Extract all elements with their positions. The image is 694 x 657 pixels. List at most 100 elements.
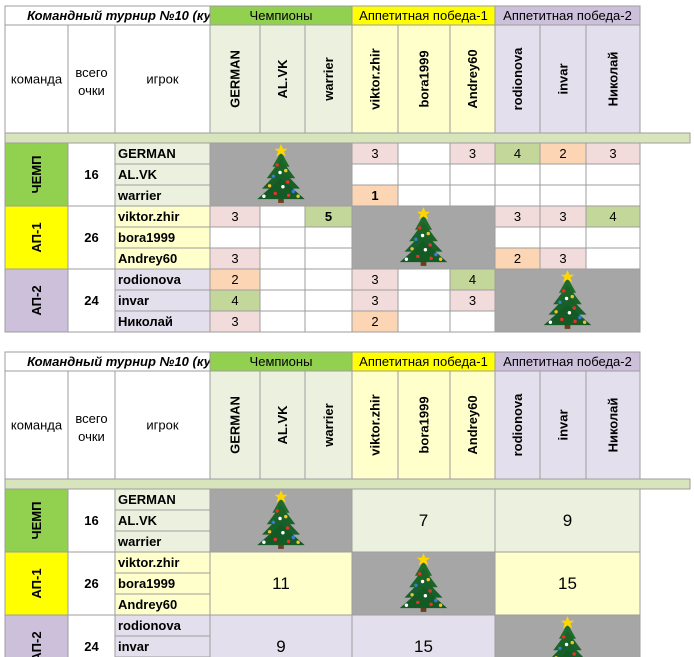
score-cell <box>259 226 306 249</box>
score-value: 3 <box>469 146 476 161</box>
column-player-name: invar <box>556 63 571 94</box>
column-player-name: AL.VK <box>275 405 290 445</box>
team-code: АП-1 <box>29 568 44 598</box>
player-name: bora1999 <box>118 230 175 245</box>
score-cell <box>259 310 306 333</box>
column-player-name: rodionova <box>510 47 525 111</box>
player-name: invar <box>118 639 149 654</box>
score-cell <box>304 226 353 249</box>
score-value: 4 <box>469 272 476 287</box>
matchup-total: 9 <box>563 511 572 530</box>
team-code: АП-2 <box>29 631 44 657</box>
header-total: всего очки <box>75 65 107 98</box>
score-cell <box>304 268 353 291</box>
team-code-cell <box>4 551 69 616</box>
player-name: warrier <box>117 534 161 549</box>
column-player-name: Николай <box>606 52 621 107</box>
player-name: viktor.zhir <box>118 209 179 224</box>
score-cell <box>304 310 353 333</box>
player-name: Николай <box>118 314 173 329</box>
column-player-name: warrier <box>321 403 336 447</box>
score-value: 4 <box>609 209 616 224</box>
team-total-cell <box>67 488 116 553</box>
column-player-name: invar <box>556 409 571 440</box>
team-total: 24 <box>84 639 99 654</box>
team-code-cell <box>4 205 69 270</box>
score-value: 3 <box>609 146 616 161</box>
table-title: Командный турнир №10 (кубик) <box>27 8 238 23</box>
matchup-total: 7 <box>419 511 428 530</box>
column-player-cell <box>209 370 261 480</box>
column-player-cell <box>259 370 306 480</box>
team-total: 16 <box>84 513 98 528</box>
player-name: viktor.zhir <box>118 555 179 570</box>
score-value: 3 <box>469 293 476 308</box>
score-value: 4 <box>231 293 238 308</box>
group-title: Чемпионы <box>250 8 313 23</box>
score-cell <box>397 163 451 186</box>
player-name: rodionova <box>118 618 182 633</box>
player-name: GERMAN <box>118 146 176 161</box>
group-title: Аппетитная победа-2 <box>503 354 632 369</box>
group-title: Аппетитная победа-2 <box>503 8 632 23</box>
score-cell <box>539 163 587 186</box>
score-cell <box>304 247 353 270</box>
column-player-name: viktor.zhir <box>368 48 383 109</box>
header-total: всего очки <box>75 411 107 444</box>
score-cell <box>585 247 641 270</box>
christmas-tree-icon <box>257 490 305 549</box>
player-name: GERMAN <box>118 492 176 507</box>
score-cell <box>449 163 496 186</box>
score-cell <box>397 289 451 312</box>
score-cell <box>351 163 399 186</box>
header-team-cell <box>4 370 69 480</box>
score-value: 2 <box>371 314 378 329</box>
score-cell <box>209 226 261 249</box>
column-player-cell <box>397 370 451 480</box>
column-player-name: viktor.zhir <box>368 394 383 455</box>
player-name: bora1999 <box>118 576 175 591</box>
score-value: 5 <box>325 209 332 224</box>
score-cell <box>397 268 451 291</box>
team-total-cell <box>67 614 116 657</box>
column-player-cell <box>397 24 451 134</box>
score-cell <box>449 310 496 333</box>
column-player-cell <box>449 370 496 480</box>
column-player-name: Andrey60 <box>465 49 480 108</box>
score-cell <box>259 268 306 291</box>
column-player-cell <box>494 24 541 134</box>
group-title: Аппетитная победа-1 <box>359 8 488 23</box>
column-player-name: bora1999 <box>417 50 432 107</box>
column-player-name: GERMAN <box>228 396 243 454</box>
team-total: 26 <box>84 576 98 591</box>
player-name: warrier <box>117 188 161 203</box>
score-cell <box>539 226 587 249</box>
matchup-total-cell <box>351 614 496 657</box>
matchup-total-cell <box>209 614 353 657</box>
column-player-cell <box>585 24 641 134</box>
christmas-tree-icon <box>399 553 448 612</box>
column-player-name: Andrey60 <box>465 395 480 454</box>
column-player-name: GERMAN <box>228 50 243 108</box>
score-cell <box>494 163 541 186</box>
separator-band <box>4 132 691 144</box>
player-name: invar <box>118 293 149 308</box>
matchup-total: 15 <box>414 637 433 656</box>
score-cell <box>304 289 353 312</box>
column-player-name: Николай <box>606 398 621 453</box>
matchup-total-cell <box>494 551 641 616</box>
header-player: игрок <box>146 418 178 433</box>
matchup-total: 9 <box>276 637 285 656</box>
header-total-cell <box>67 24 116 134</box>
team-total-cell <box>67 142 116 207</box>
christmas-tree-icon <box>257 144 305 203</box>
score-cell <box>539 184 587 207</box>
team-total: 16 <box>84 167 98 182</box>
score-value: 3 <box>559 251 566 266</box>
matchup-total: 15 <box>558 574 577 593</box>
christmas-tree-icon <box>551 616 584 657</box>
score-value: 3 <box>231 314 238 329</box>
header-team-cell <box>4 24 69 134</box>
column-player-name: rodionova <box>510 393 525 457</box>
player-name: AL.VK <box>118 167 158 182</box>
